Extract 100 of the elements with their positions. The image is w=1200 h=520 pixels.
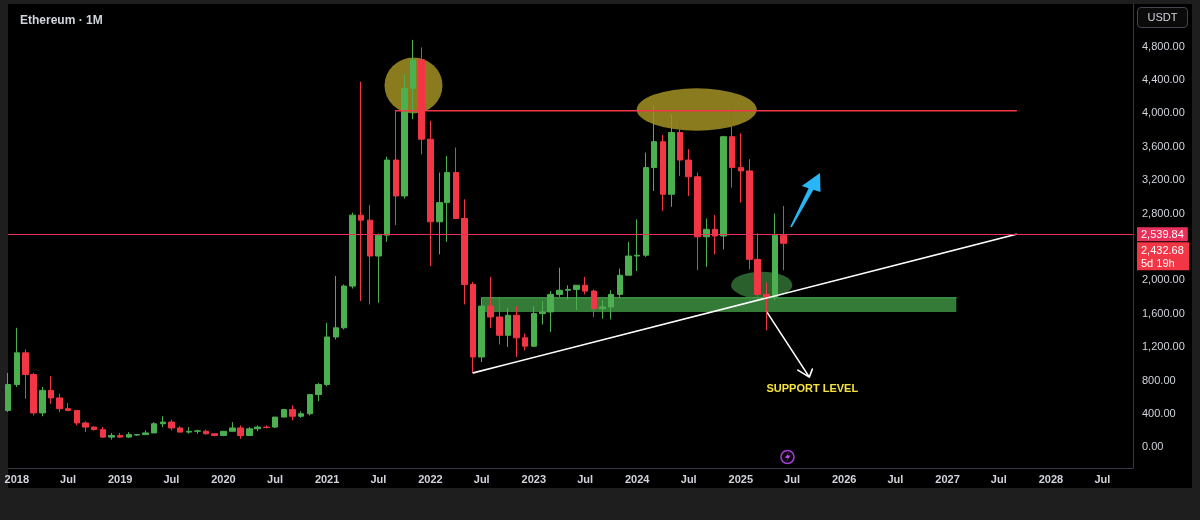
candlestick xyxy=(685,148,692,197)
candlestick xyxy=(660,134,666,212)
candlestick xyxy=(677,121,683,177)
candlestick xyxy=(151,421,157,434)
candlestick xyxy=(5,372,11,413)
y-tick-label: 4,000.00 xyxy=(1142,106,1185,119)
y-tick-label: 4,800.00 xyxy=(1142,39,1185,52)
candlestick xyxy=(186,426,192,435)
candlestick xyxy=(229,421,236,432)
candlestick xyxy=(384,156,390,243)
candlestick xyxy=(263,424,270,429)
x-tick-label: Jul xyxy=(267,472,283,485)
candlestick xyxy=(211,433,218,437)
candlestick xyxy=(74,409,80,426)
candlestick xyxy=(82,420,89,433)
x-tick-label: 2021 xyxy=(314,472,340,485)
y-tick-label: 2,000.00 xyxy=(1142,273,1185,286)
candlestick xyxy=(375,233,382,304)
x-tick-label: Jul xyxy=(163,472,180,485)
y-tick-label: 3,200.00 xyxy=(1142,173,1185,186)
x-tick-label: 2023 xyxy=(521,472,547,485)
x-tick-label: Jul xyxy=(1094,472,1111,485)
candlestick xyxy=(634,218,640,272)
candlestick xyxy=(126,431,132,439)
candlestick xyxy=(56,393,63,413)
candlestick xyxy=(712,214,718,255)
x-tick-label: Jul xyxy=(680,472,697,485)
candlestick xyxy=(100,426,106,439)
x-tick-label: 2027 xyxy=(935,472,960,485)
annotation: SUPPORT LEVEL xyxy=(766,382,859,395)
candlestick xyxy=(763,282,770,331)
candlestick xyxy=(625,241,632,276)
candlestick xyxy=(410,39,416,120)
candlestick xyxy=(177,425,183,433)
candlestick xyxy=(333,275,339,340)
y-tick-label: 800.00 xyxy=(1142,373,1176,386)
y-tick-label: 4,400.00 xyxy=(1142,73,1185,86)
candlestick xyxy=(315,382,322,402)
candlestick xyxy=(272,416,278,429)
candlestick xyxy=(220,430,227,437)
x-tick-label: 2026 xyxy=(831,472,857,485)
text: 5d 19h xyxy=(1141,256,1175,269)
candlestick xyxy=(349,212,356,290)
x-tick-label: Jul xyxy=(60,472,76,485)
candlestick xyxy=(651,104,657,192)
candlestick xyxy=(453,147,459,220)
candlestick xyxy=(367,204,373,305)
candlestick xyxy=(307,394,313,416)
text: 2,432.68 xyxy=(1141,243,1184,256)
candlestick xyxy=(289,404,296,421)
x-tick-label: 2019 xyxy=(107,472,133,485)
candlestick xyxy=(496,296,503,345)
x-tick-label: 2018 xyxy=(4,472,30,485)
candlestick xyxy=(134,433,140,437)
candlestick xyxy=(117,432,123,439)
candlestick xyxy=(461,198,468,305)
x-tick-label: 2022 xyxy=(418,472,443,485)
candlestick xyxy=(48,375,54,405)
candlestick xyxy=(142,429,149,436)
candlestick xyxy=(513,305,520,358)
candlestick xyxy=(281,408,287,418)
candlestick xyxy=(358,81,364,302)
x-tick-label: Jul xyxy=(370,472,387,485)
candlestick xyxy=(14,327,20,388)
y-tick-label: 2,800.00 xyxy=(1142,206,1185,219)
candlestick xyxy=(194,429,201,435)
x-tick-label: Jul xyxy=(577,472,594,485)
candlestick xyxy=(470,281,476,374)
candlestick xyxy=(65,402,71,412)
candlestick xyxy=(91,425,97,431)
candlestick xyxy=(694,172,701,271)
candlestick xyxy=(780,205,787,271)
x-tick-label: Jul xyxy=(784,472,801,485)
x-tick-label: 2025 xyxy=(728,472,754,485)
candlestick xyxy=(522,333,528,351)
candlestick xyxy=(487,276,494,329)
y-tick-label: 3,600.00 xyxy=(1142,139,1185,152)
unit-button: USDT xyxy=(1137,7,1188,28)
x-tick-label: 2028 xyxy=(1038,472,1064,485)
y-tick-label: 1,600.00 xyxy=(1142,306,1185,319)
x-tick-label: Jul xyxy=(887,472,904,485)
candlestick xyxy=(643,152,649,258)
candlestick xyxy=(39,386,46,417)
x-tick-label: 2024 xyxy=(624,472,651,485)
candlestick xyxy=(738,132,744,204)
y-tick-label: 400.00 xyxy=(1142,406,1176,419)
candlestick xyxy=(582,276,588,295)
candlestick xyxy=(427,120,434,267)
candlestick xyxy=(703,217,710,268)
candlestick xyxy=(237,424,244,440)
candlestick xyxy=(203,429,209,436)
x-tick-label: 2020 xyxy=(211,472,236,485)
x-tick-label: Jul xyxy=(473,472,490,485)
candlestick xyxy=(668,113,675,208)
candlestick xyxy=(108,432,115,441)
x-tick-label: Jul xyxy=(990,472,1007,485)
candlestick xyxy=(160,415,166,428)
text: Ethereum · 1M xyxy=(20,13,103,27)
y-tick-label: 1,200.00 xyxy=(1142,340,1185,353)
candlestick xyxy=(720,135,727,250)
